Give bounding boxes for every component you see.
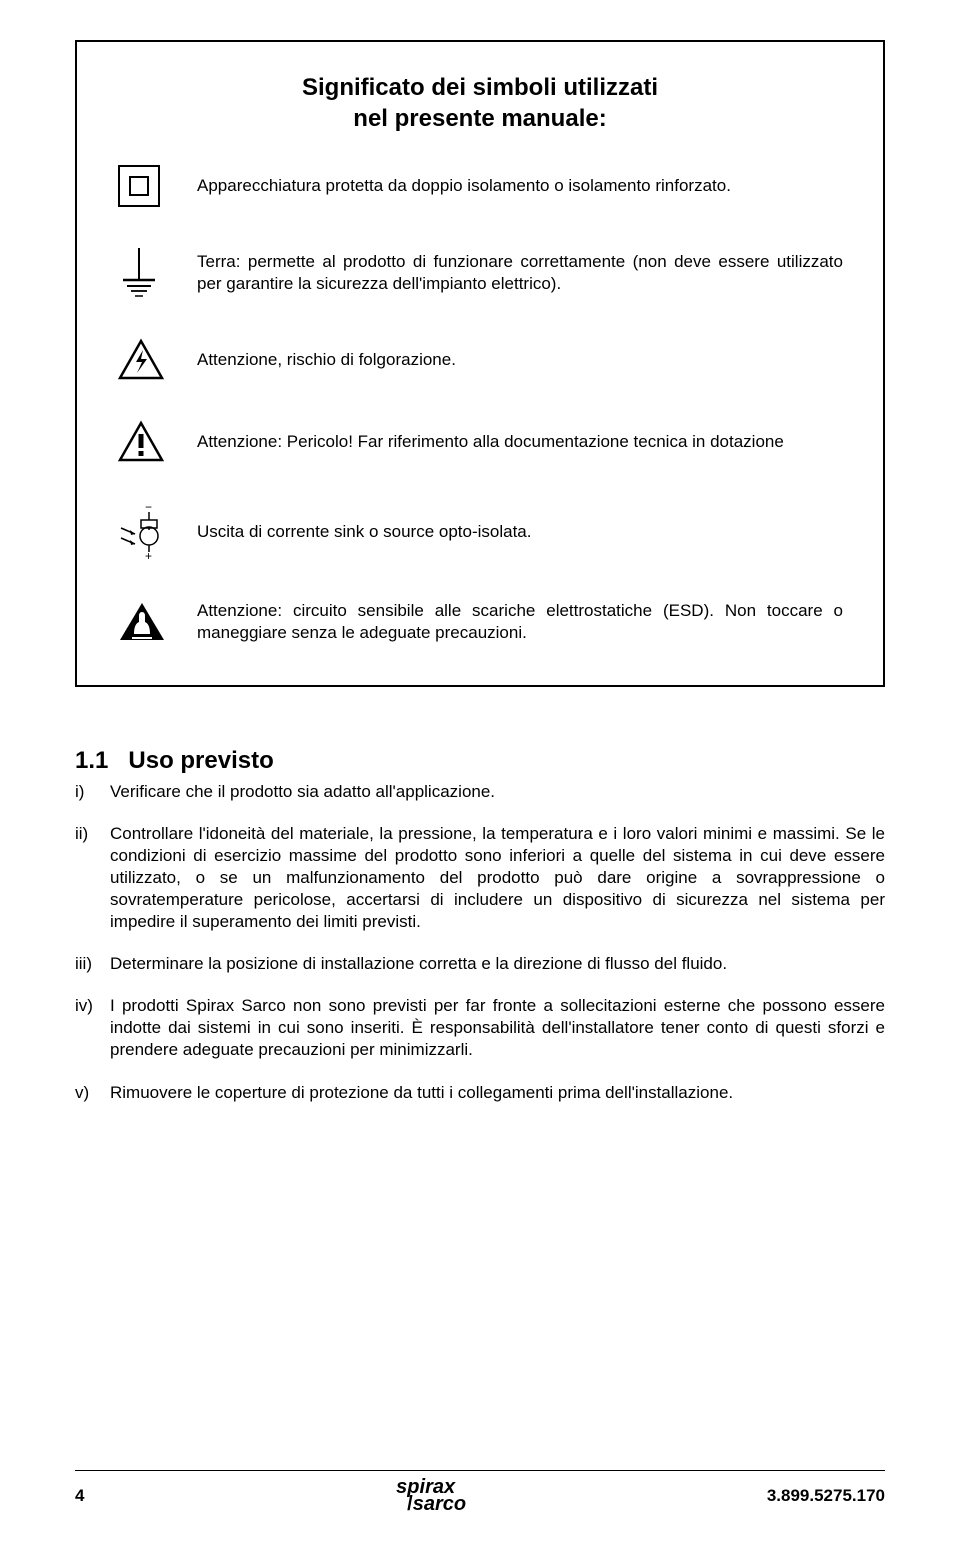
symbol-text: Attenzione: circuito sensibile alle scar… [177,600,843,644]
symbol-row-earth: Terra: permette al prodotto di funzionar… [117,246,843,300]
list-item: v) Rimuovere le coperture di protezione … [75,1082,885,1104]
list-marker: iv) [75,995,110,1061]
doc-number: 3.899.5275.170 [767,1486,885,1506]
list-content: I prodotti Spirax Sarco non sono previst… [110,995,885,1061]
symbol-row-shock: Attenzione, rischio di folgorazione. [117,338,843,382]
symbol-legend-box: Significato dei simboli utilizzati nel p… [75,40,885,687]
list-item: ii) Controllare l'idoneità del materiale… [75,823,885,933]
title-line-1: Significato dei simboli utilizzati [302,74,658,101]
brand-logo: spirax /sarco [385,1479,466,1513]
list-marker: iii) [75,953,110,975]
danger-icon [117,420,177,464]
list-content: Verificare che il prodotto sia adatto al… [110,781,885,803]
symbol-text: Apparecchiatura protetta da doppio isola… [177,175,843,197]
list-marker: v) [75,1082,110,1104]
list-marker: ii) [75,823,110,933]
title-line-2: nel presente manuale: [353,105,606,132]
list-content: Determinare la posizione di installazion… [110,953,885,975]
double-insulation-icon [117,164,177,208]
box-title: Significato dei simboli utilizzati nel p… [117,72,843,134]
list-marker: i) [75,781,110,803]
symbol-row-double-insulation: Apparecchiatura protetta da doppio isola… [117,164,843,208]
logo-bot: sarco [413,1493,466,1515]
section-heading: 1.1 Uso previsto [75,747,885,775]
list-item: iii) Determinare la posizione di install… [75,953,885,975]
section-title: Uso previsto [128,747,273,774]
earth-icon [117,246,177,300]
list-content: Controllare l'idoneità del materiale, la… [110,823,885,933]
list-content: Rimuovere le coperture di protezione da … [110,1082,885,1104]
page-footer: 4 spirax /sarco 3.899.5275.170 [75,1470,885,1513]
symbol-text: Attenzione: Pericolo! Far riferimento al… [177,431,843,453]
opto-isolated-icon: − + [117,502,177,562]
symbol-text: Terra: permette al prodotto di funzionar… [177,251,843,295]
symbol-row-esd: Attenzione: circuito sensibile alle scar… [117,600,843,644]
symbol-text: Attenzione, rischio di folgorazione. [177,349,843,371]
list-item: i) Verificare che il prodotto sia adatto… [75,781,885,803]
svg-text:+: + [145,549,152,562]
symbol-text: Uscita di corrente sink o source opto-is… [177,521,843,543]
page-number: 4 [75,1486,84,1506]
symbol-row-danger: Attenzione: Pericolo! Far riferimento al… [117,420,843,464]
shock-icon [117,338,177,382]
section-number: 1.1 [75,747,108,774]
esd-icon [117,600,177,644]
list-item: iv) I prodotti Spirax Sarco non sono pre… [75,995,885,1061]
symbol-row-opto: − + Uscita di corrente sink o source opt… [117,502,843,562]
